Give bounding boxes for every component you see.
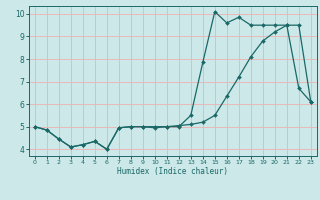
X-axis label: Humidex (Indice chaleur): Humidex (Indice chaleur) [117, 167, 228, 176]
